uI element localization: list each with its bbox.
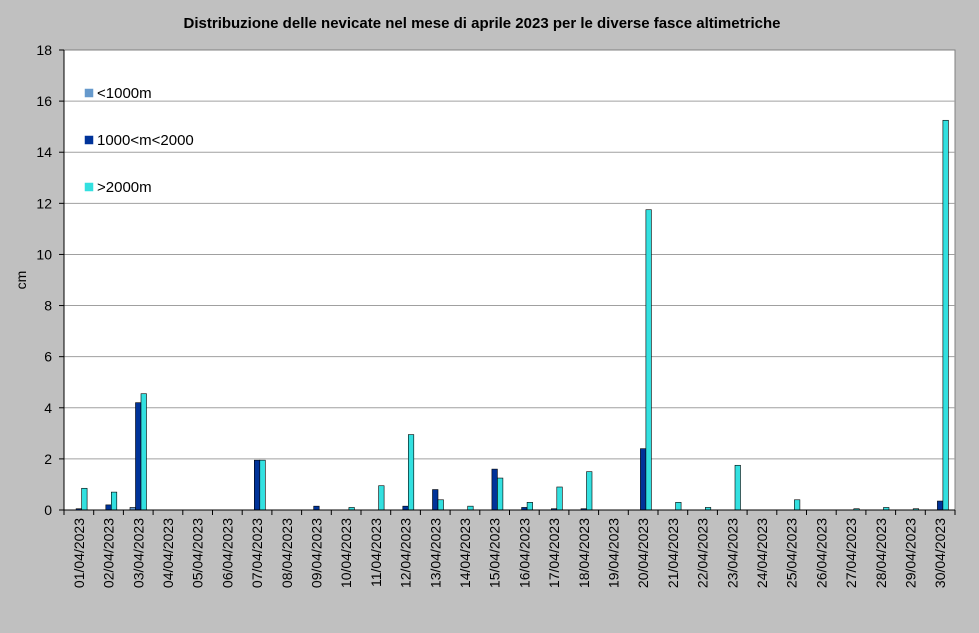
- x-tick-label: 11/04/2023: [368, 518, 384, 587]
- bar-2: [135, 402, 142, 511]
- x-tick-labels: 01/04/2023 02/04/2023 03/04/2023 04/04/2023…: [71, 518, 948, 588]
- bar-2: [254, 459, 261, 511]
- bar-3: [556, 486, 563, 511]
- x-tick-label: 28/04/2023: [873, 518, 889, 588]
- legend-label: <1000m: [97, 85, 152, 102]
- y-axis-label: cm: [13, 271, 29, 290]
- y-tick-label: 10: [36, 246, 52, 262]
- y-tick-label: 18: [36, 42, 52, 58]
- bar-3: [140, 393, 147, 511]
- bar-3: [407, 434, 415, 511]
- y-tick-label: 4: [44, 400, 52, 416]
- x-tick-label: 15/04/2023: [487, 518, 503, 588]
- axes: [59, 49, 956, 515]
- x-tick-label: 20/04/2023: [635, 518, 651, 588]
- legend-swatch: [84, 88, 94, 98]
- y-tick-labels: 0 2 4 6 8 10 12 14 16 18: [36, 42, 52, 518]
- legend-swatch: [84, 135, 94, 145]
- x-tick-label: 26/04/2023: [813, 518, 829, 588]
- x-tick-label: 27/04/2023: [843, 518, 859, 588]
- x-tick-label: 14/04/2023: [457, 518, 473, 588]
- bar-3: [378, 485, 385, 511]
- bar-2: [491, 468, 498, 511]
- y-tick-label: 6: [44, 349, 52, 365]
- legend: <1000m 1000<m<2000 >2000m: [84, 85, 194, 196]
- y-tick-label: 12: [36, 195, 52, 211]
- x-tick-label: 18/04/2023: [576, 518, 592, 588]
- bar-3: [675, 502, 682, 511]
- x-tick-label: 02/04/2023: [101, 518, 117, 588]
- bar-3: [794, 499, 801, 511]
- x-tick-label: 03/04/2023: [130, 518, 146, 588]
- x-tick-label: 05/04/2023: [190, 518, 206, 588]
- bar-3: [645, 209, 652, 511]
- bar-3: [81, 487, 88, 511]
- y-tick-label: 16: [36, 93, 52, 109]
- bar-2: [313, 505, 320, 511]
- bar-3: [467, 505, 474, 511]
- bar-3: [437, 499, 444, 511]
- bar-2: [402, 505, 409, 511]
- x-tick-label: 17/04/2023: [546, 518, 562, 588]
- x-tick-label: 12/04/2023: [398, 518, 414, 588]
- bars: [75, 119, 949, 511]
- x-tick-label: 06/04/2023: [219, 518, 235, 588]
- x-tick-label: 22/04/2023: [695, 518, 711, 588]
- x-tick-label: 16/04/2023: [516, 518, 532, 588]
- x-tick-label: 24/04/2023: [754, 518, 770, 588]
- bar-3: [942, 119, 949, 511]
- bar-3: [734, 464, 741, 511]
- x-tick-label: 08/04/2023: [279, 518, 295, 588]
- y-tick-label: 0: [44, 502, 52, 518]
- x-tick-label: 21/04/2023: [665, 518, 681, 588]
- y-tick-label: 2: [44, 451, 52, 467]
- x-tick-label: 07/04/2023: [249, 518, 265, 588]
- x-tick-label: 29/04/2023: [902, 518, 918, 588]
- legend-label: >2000m: [97, 179, 152, 196]
- x-tick-label: 10/04/2023: [338, 518, 354, 588]
- y-tick-label: 14: [36, 144, 52, 160]
- chart-title: Distribuzione delle nevicate nel mese di…: [184, 15, 781, 32]
- bar-3: [497, 477, 504, 511]
- bar-2: [937, 500, 944, 511]
- x-tick-label: 13/04/2023: [427, 518, 443, 588]
- bar-2: [432, 489, 439, 511]
- bar-3: [111, 491, 118, 511]
- x-tick-label: 01/04/2023: [71, 518, 87, 588]
- x-tick-label: 25/04/2023: [784, 518, 800, 588]
- bar-3: [259, 459, 266, 511]
- x-tick-label: 30/04/2023: [932, 518, 948, 588]
- x-tick-label: 19/04/2023: [605, 518, 621, 588]
- y-tick-label: 8: [44, 298, 52, 314]
- bar-3: [526, 502, 533, 511]
- plot-area: [63, 49, 956, 511]
- bar-2: [640, 448, 647, 511]
- bar-2: [105, 504, 112, 511]
- x-tick-label: 23/04/2023: [724, 518, 740, 588]
- bar-3: [586, 471, 593, 511]
- x-tick-label: 09/04/2023: [308, 518, 324, 588]
- gridlines: [64, 100, 955, 460]
- legend-label: 1000<m<2000: [97, 132, 194, 149]
- legend-swatch: [84, 182, 94, 192]
- x-tick-label: 04/04/2023: [160, 518, 176, 588]
